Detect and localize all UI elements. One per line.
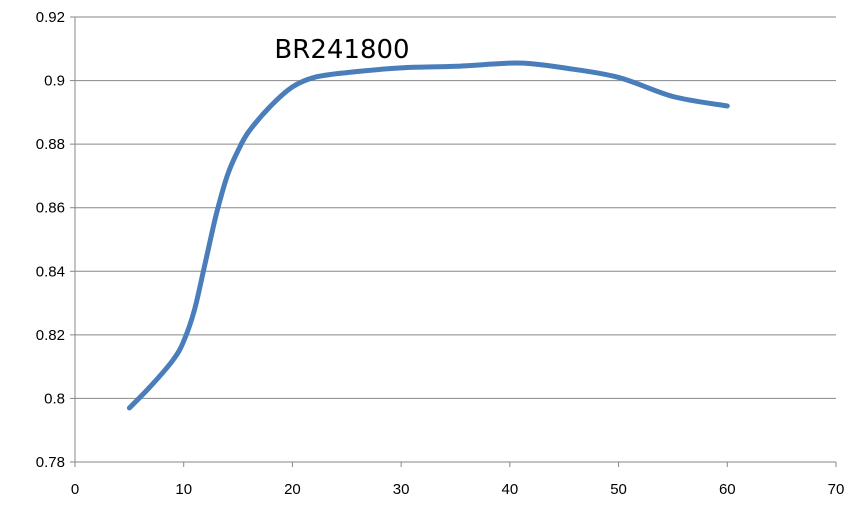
- x-tick-label: 60: [719, 481, 736, 498]
- x-tick-label: 50: [610, 481, 627, 498]
- y-tick-label: 0.92: [36, 9, 65, 26]
- chart-title: BR241800: [274, 35, 409, 65]
- x-tick-label: 40: [502, 481, 519, 498]
- x-tick-label: 30: [393, 481, 410, 498]
- series-lines: [126, 60, 730, 411]
- y-tick-label: 0.9: [44, 73, 65, 90]
- axes: [70, 16, 837, 467]
- y-tick-labels: 0.78 0.8 0.82 0.84 0.86 0.88 0.9 0.92: [36, 9, 65, 471]
- y-tick-label: 0.8: [44, 390, 65, 407]
- x-tick-label: 10: [175, 481, 192, 498]
- grid-lines: [75, 16, 836, 399]
- y-tick-label: 0.86: [36, 200, 65, 217]
- x-tick-label: 0: [71, 481, 79, 498]
- x-tick-labels: 0 10 20 30 40 50 60 70: [71, 481, 845, 498]
- y-tick-label: 0.88: [36, 136, 65, 153]
- y-tick-label: 0.78: [36, 454, 65, 471]
- x-tick-label: 20: [284, 481, 301, 498]
- y-tick-label: 0.82: [36, 327, 65, 344]
- series-line: [126, 60, 730, 411]
- x-tick-label: 70: [828, 481, 845, 498]
- y-tick-label: 0.84: [36, 263, 65, 280]
